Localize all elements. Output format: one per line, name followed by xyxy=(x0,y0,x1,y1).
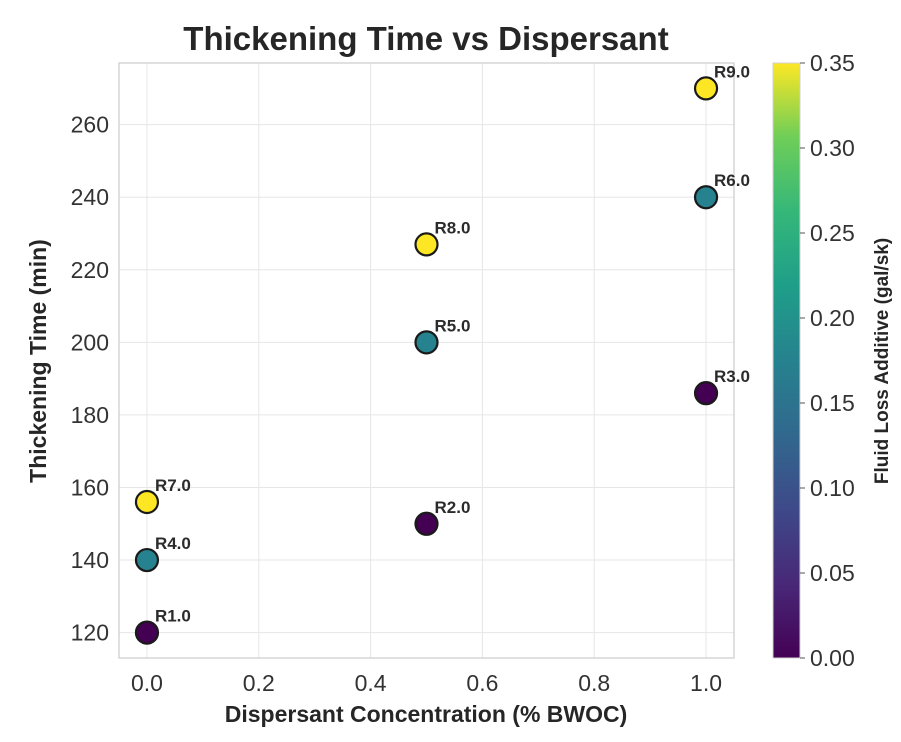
colorbar-tick-label: 0.35 xyxy=(810,50,855,76)
scatter-point xyxy=(693,76,719,101)
colorbar-tick-label: 0.10 xyxy=(810,475,855,501)
plot-frame xyxy=(118,62,735,659)
colorbar-ticks: 0.00 0.05 0.10 0.15 0.20 0.25 0.30 0.35 xyxy=(800,50,855,671)
colorbar xyxy=(772,62,801,659)
x-tick-label: 0.2 xyxy=(243,670,275,696)
scatter-point xyxy=(134,620,160,645)
chart-title: Thickening Time vs Dispersant xyxy=(183,20,668,57)
x-tick-label: 0.4 xyxy=(355,670,387,696)
scatter-point xyxy=(414,330,439,355)
y-tick-label: 240 xyxy=(71,184,109,210)
y-axis-ticks: 120 140 160 180 200 220 240 260 xyxy=(71,112,109,646)
y-tick-label: 260 xyxy=(71,112,109,138)
point-label: R4.0 xyxy=(155,534,191,553)
colorbar-tick-label: 0.20 xyxy=(810,305,855,331)
point-label: R3.0 xyxy=(714,367,750,386)
y-tick-label: 140 xyxy=(71,547,109,573)
grid-lines xyxy=(119,63,734,658)
x-tick-label: 0.6 xyxy=(466,670,498,696)
y-tick-label: 220 xyxy=(71,257,109,283)
y-tick-label: 120 xyxy=(71,620,109,646)
colorbar-tick-label: 0.05 xyxy=(810,560,855,586)
colorbar-label: Fluid Loss Additive (gal/sk) xyxy=(872,238,893,484)
point-label: R2.0 xyxy=(435,498,471,517)
point-label: R6.0 xyxy=(714,171,750,190)
x-tick-label: 0.0 xyxy=(131,670,163,696)
y-tick-label: 200 xyxy=(71,329,109,355)
colorbar-tick-label: 0.25 xyxy=(810,220,855,246)
scatter-point xyxy=(693,185,719,210)
colorbar-tick-label: 0.00 xyxy=(810,645,855,671)
point-label: R8.0 xyxy=(435,218,471,237)
point-label: R9.0 xyxy=(714,62,750,81)
colorbar-tick-label: 0.30 xyxy=(810,135,855,161)
point-labels: R1.0 R2.0 R3.0 R4.0 R5.0 R6.0 R7.0 R8.0 R9.0 xyxy=(155,62,750,625)
x-axis-label: Dispersant Concentration (% BWOC) xyxy=(225,701,628,727)
y-tick-label: 180 xyxy=(71,402,109,428)
point-label: R7.0 xyxy=(155,476,191,495)
y-tick-label: 160 xyxy=(71,474,109,500)
data-points xyxy=(134,76,719,645)
point-label: R5.0 xyxy=(435,316,471,335)
x-tick-label: 0.8 xyxy=(578,670,610,696)
scatter-point xyxy=(414,511,439,536)
x-axis-ticks: 0.0 0.2 0.4 0.6 0.8 1.0 xyxy=(131,670,722,696)
scatter-point xyxy=(693,381,719,406)
x-tick-label: 1.0 xyxy=(690,670,722,696)
scatter-point xyxy=(414,232,439,257)
scatter-point xyxy=(134,489,160,515)
point-label: R1.0 xyxy=(155,607,191,626)
scatter-point xyxy=(134,547,160,573)
colorbar-tick-label: 0.15 xyxy=(810,390,855,416)
y-axis-label: Thickening Time (min) xyxy=(25,239,51,483)
